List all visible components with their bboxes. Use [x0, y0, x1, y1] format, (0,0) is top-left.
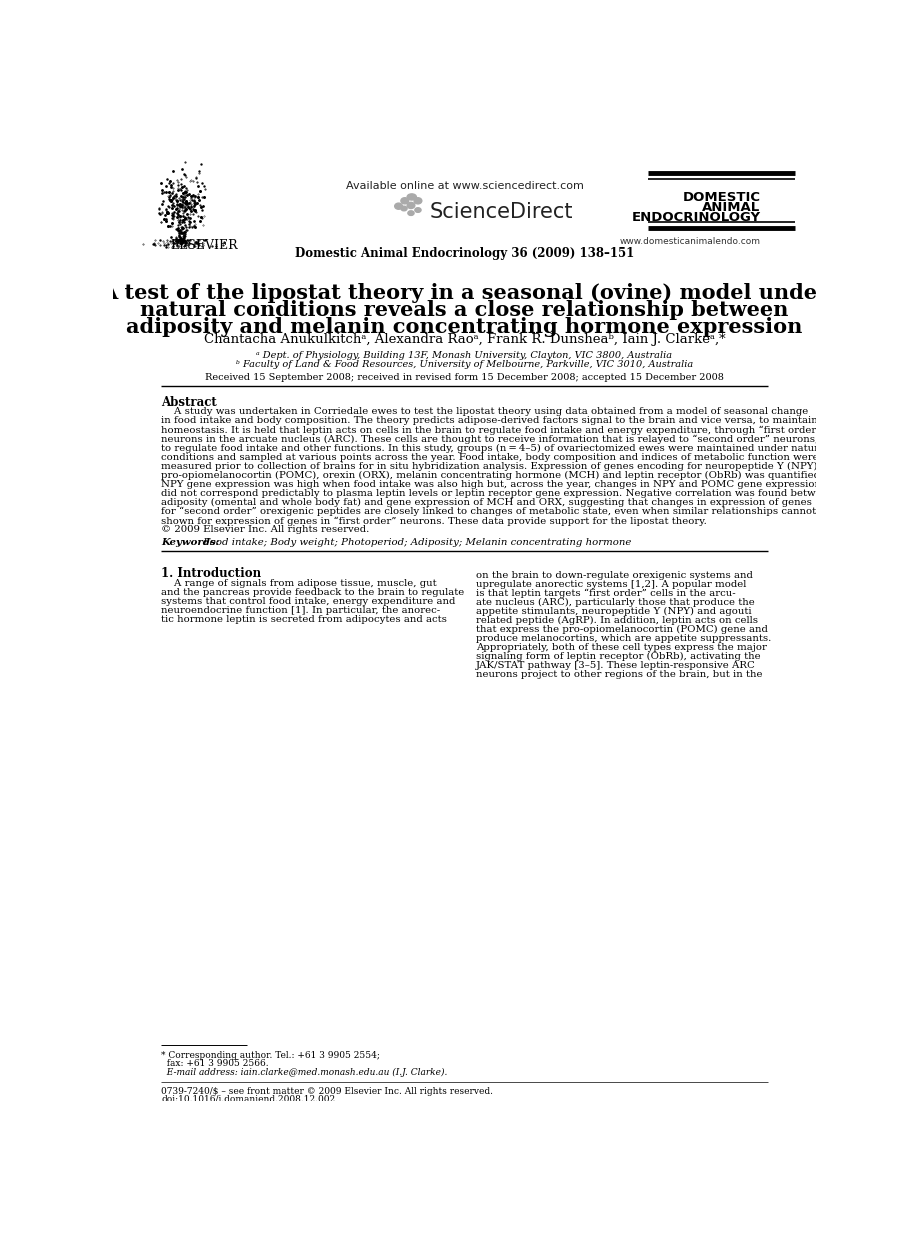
Text: neuroendocrine function [1]. In particular, the anorec-: neuroendocrine function [1]. In particul…	[161, 606, 441, 615]
Text: neurons in the arcuate nucleus (ARC). These cells are thought to receive informa: neurons in the arcuate nucleus (ARC). Th…	[161, 434, 819, 444]
Text: in food intake and body composition. The theory predicts adipose-derived factors: in food intake and body composition. The…	[161, 416, 818, 426]
Text: on the brain to down-regulate orexigenic systems and: on the brain to down-regulate orexigenic…	[476, 570, 753, 580]
Text: conditions and sampled at various points across the year. Food intake, body comp: conditions and sampled at various points…	[161, 453, 819, 461]
Text: adiposity (omental and whole body fat) and gene expression of MCH and ORX, sugge: adiposity (omental and whole body fat) a…	[161, 499, 813, 507]
Text: Chantacha Anukulkitchᵃ, Alexandra Raoᵃ, Frank R. Dunsheaᵇ, Iain J. Clarkeᵃ,*: Chantacha Anukulkitchᵃ, Alexandra Raoᵃ, …	[204, 333, 726, 346]
Text: Available online at www.sciencedirect.com: Available online at www.sciencedirect.co…	[346, 181, 583, 190]
Text: signaling form of leptin receptor (ObRb), activating the: signaling form of leptin receptor (ObRb)…	[476, 652, 761, 662]
Text: that express the pro-opiomelanocortin (POMC) gene and: that express the pro-opiomelanocortin (P…	[476, 625, 768, 635]
Text: pro-opiomelanocortin (POMC), orexin (ORX), melanin concentrating hormone (MCH) a: pro-opiomelanocortin (POMC), orexin (ORX…	[161, 471, 824, 480]
Text: fax: +61 3 9905 2566.: fax: +61 3 9905 2566.	[161, 1059, 269, 1069]
Text: ᵇ Faculty of Land & Food Resources, University of Melbourne, Parkville, VIC 3010: ᵇ Faculty of Land & Food Resources, Univ…	[236, 360, 693, 369]
Text: neurons project to other regions of the brain, but in the: neurons project to other regions of the …	[476, 670, 763, 679]
Text: ᵃ Dept. of Physiology, Building 13F, Monash University, Clayton, VIC 3800, Austr: ᵃ Dept. of Physiology, Building 13F, Mon…	[257, 351, 672, 360]
Text: ENDOCRINOLOGY: ENDOCRINOLOGY	[631, 210, 760, 224]
Text: DOMESTIC: DOMESTIC	[682, 190, 760, 204]
Ellipse shape	[407, 194, 416, 200]
Text: is that leptin targets “first order” cells in the arcu-: is that leptin targets “first order” cel…	[476, 589, 736, 597]
Text: ate nucleus (ARC), particularly those that produce the: ate nucleus (ARC), particularly those th…	[476, 597, 755, 607]
Text: E-mail address: iain.clarke@med.monash.edu.au (I.J. Clarke).: E-mail address: iain.clarke@med.monash.e…	[161, 1068, 448, 1077]
Text: Appropriately, both of these cell types express the major: Appropriately, both of these cell types …	[476, 643, 767, 652]
Text: Food intake; Body weight; Photoperiod; Adiposity; Melanin concentrating hormone: Food intake; Body weight; Photoperiod; A…	[200, 538, 631, 547]
Text: A range of signals from adipose tissue, muscle, gut: A range of signals from adipose tissue, …	[161, 579, 437, 588]
Text: Abstract: Abstract	[161, 396, 217, 409]
Text: adiposity and melanin concentrating hormone expression: adiposity and melanin concentrating horm…	[126, 317, 803, 336]
Text: 0739-7240/$ – see front matter © 2009 Elsevier Inc. All rights reserved.: 0739-7240/$ – see front matter © 2009 El…	[161, 1087, 493, 1096]
Ellipse shape	[401, 198, 409, 204]
Text: 1. Introduction: 1. Introduction	[161, 567, 261, 580]
Text: JAK/STAT pathway [3–5]. These leptin-responsive ARC: JAK/STAT pathway [3–5]. These leptin-res…	[476, 662, 756, 670]
Ellipse shape	[414, 198, 422, 204]
Text: doi:10.1016/j.domaniend.2008.12.002: doi:10.1016/j.domaniend.2008.12.002	[161, 1095, 336, 1103]
Text: and the pancreas provide feedback to the brain to regulate: and the pancreas provide feedback to the…	[161, 588, 464, 597]
Text: natural conditions reveals a close relationship between: natural conditions reveals a close relat…	[141, 301, 789, 320]
Text: upregulate anorectic systems [1,2]. A popular model: upregulate anorectic systems [1,2]. A po…	[476, 580, 746, 589]
Text: homeostasis. It is held that leptin acts on cells in the brain to regulate food : homeostasis. It is held that leptin acts…	[161, 426, 822, 434]
Text: appetite stimulants, neuropeptide Y (NPY) and agouti: appetite stimulants, neuropeptide Y (NPY…	[476, 607, 752, 616]
Text: systems that control food intake, energy expenditure and: systems that control food intake, energy…	[161, 597, 456, 606]
Text: for “second order” orexigenic peptides are closely linked to changes of metaboli: for “second order” orexigenic peptides a…	[161, 507, 833, 516]
Ellipse shape	[407, 203, 414, 209]
Ellipse shape	[408, 210, 414, 215]
Text: ANIMAL: ANIMAL	[702, 200, 760, 214]
Text: to regulate food intake and other functions. In this study, groups (n = 4–5) of : to regulate food intake and other functi…	[161, 444, 829, 453]
Text: did not correspond predictably to plasma leptin levels or leptin receptor gene e: did not correspond predictably to plasma…	[161, 489, 834, 499]
Text: A study was undertaken in Corriedale ewes to test the lipostat theory using data: A study was undertaken in Corriedale ewe…	[161, 407, 809, 416]
Ellipse shape	[414, 208, 421, 213]
Text: produce melanocortins, which are appetite suppressants.: produce melanocortins, which are appetit…	[476, 635, 772, 643]
Text: related peptide (AgRP). In addition, leptin acts on cells: related peptide (AgRP). In addition, lep…	[476, 616, 758, 625]
Text: shown for expression of genes in “first order” neurons. These data provide suppo: shown for expression of genes in “first …	[161, 516, 707, 526]
Text: Keywords:: Keywords:	[161, 538, 219, 547]
Text: © 2009 Elsevier Inc. All rights reserved.: © 2009 Elsevier Inc. All rights reserved…	[161, 526, 370, 534]
Text: www.domesticanimalendo.com: www.domesticanimalendo.com	[619, 238, 760, 246]
Text: measured prior to collection of brains for in situ hybridization analysis. Expre: measured prior to collection of brains f…	[161, 461, 821, 471]
Ellipse shape	[401, 207, 407, 210]
Text: NPY gene expression was high when food intake was also high but, across the year: NPY gene expression was high when food i…	[161, 480, 822, 489]
Text: Domestic Animal Endocrinology 36 (2009) 138–151: Domestic Animal Endocrinology 36 (2009) …	[295, 247, 634, 260]
Text: * Corresponding author. Tel.: +61 3 9905 2554;: * Corresponding author. Tel.: +61 3 9905…	[161, 1051, 380, 1060]
Text: ELSEVIER: ELSEVIER	[170, 239, 238, 252]
Text: tic hormone leptin is secreted from adipocytes and acts: tic hormone leptin is secreted from adip…	[161, 615, 447, 625]
Text: ScienceDirect: ScienceDirect	[430, 202, 573, 221]
Text: Received 15 September 2008; received in revised form 15 December 2008; accepted : Received 15 September 2008; received in …	[205, 374, 724, 382]
Text: A test of the lipostat theory in a seasonal (ovine) model under: A test of the lipostat theory in a seaso…	[101, 283, 828, 303]
Ellipse shape	[395, 203, 403, 209]
